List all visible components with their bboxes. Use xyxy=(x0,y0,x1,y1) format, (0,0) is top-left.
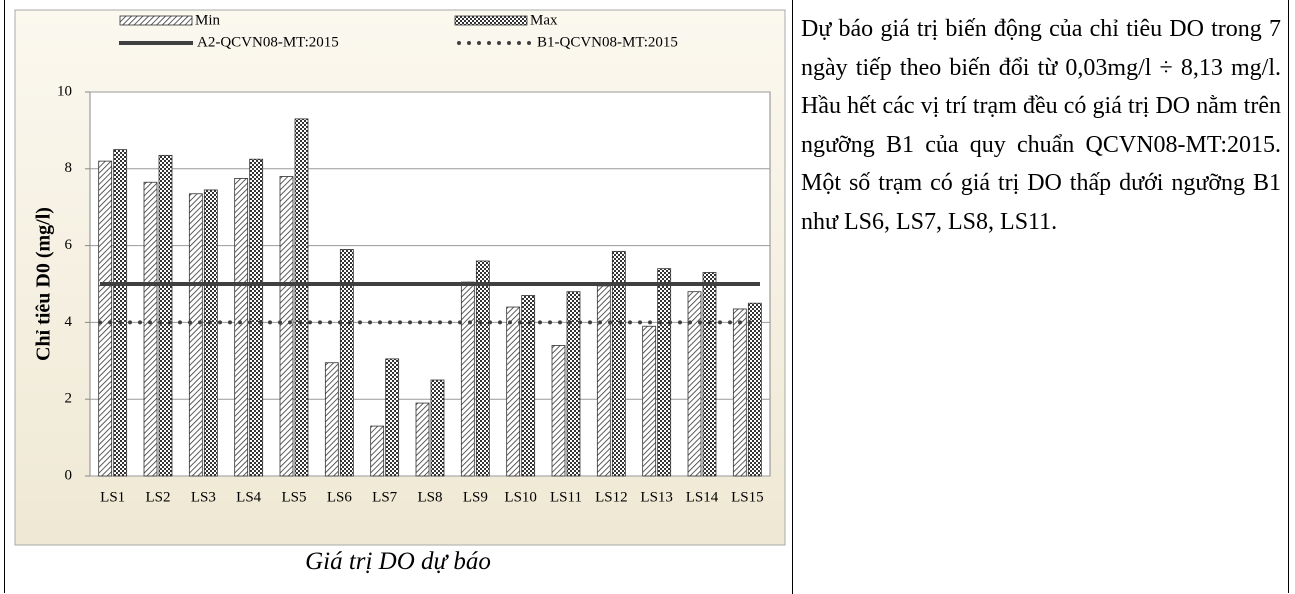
x-tick-label: LS5 xyxy=(281,489,306,505)
x-tick-label: LS12 xyxy=(595,489,628,505)
bar xyxy=(687,291,702,477)
legend-label: Max xyxy=(530,12,558,28)
x-tick-label: LS3 xyxy=(191,489,216,505)
chart: Chỉ tiêu D0 (mg/l) 0 2 4 6 8 10 LS1 LS2 LS3 LS4 LS… xyxy=(14,9,786,546)
bar xyxy=(460,281,475,477)
bar xyxy=(249,158,264,477)
bar xyxy=(188,193,203,477)
paragraph: Dự báo giá trị biến động của chỉ tiêu DO… xyxy=(801,16,1281,235)
y-tick-label: 0 xyxy=(65,467,73,483)
y-tick-label: 8 xyxy=(65,160,73,176)
bar xyxy=(98,160,113,477)
bar xyxy=(339,249,354,477)
bar xyxy=(113,149,128,477)
bar xyxy=(203,189,218,477)
y-tick-label: 4 xyxy=(65,314,73,330)
legend-label: B1-QCVN08-MT:2015 xyxy=(537,34,678,50)
caption: Giá trị DO dự báo xyxy=(305,548,491,575)
bar xyxy=(279,176,294,477)
bar xyxy=(566,291,581,477)
bar xyxy=(551,345,566,477)
x-tick-label: LS15 xyxy=(731,489,764,505)
bar xyxy=(158,154,173,477)
bar xyxy=(370,425,385,477)
x-tick-label: LS13 xyxy=(640,489,673,505)
cell-divider xyxy=(792,0,793,594)
bar xyxy=(385,358,400,477)
x-tick-label: LS9 xyxy=(463,489,488,505)
bar xyxy=(611,250,626,477)
bar xyxy=(732,308,747,477)
x-tick-label: LS4 xyxy=(236,489,262,505)
bar xyxy=(234,177,249,477)
bar xyxy=(596,285,611,477)
x-tick-label: LS11 xyxy=(550,489,582,505)
bar xyxy=(143,181,158,477)
bar xyxy=(294,118,309,477)
bar xyxy=(415,402,430,477)
bar xyxy=(642,325,657,477)
x-tick-label: LS6 xyxy=(327,489,353,505)
x-tick-label: LS14 xyxy=(686,489,719,505)
x-tick-label: LS1 xyxy=(100,489,125,505)
bar xyxy=(475,260,490,477)
x-tick-label: LS8 xyxy=(417,489,442,505)
bar xyxy=(324,362,339,477)
table-frame xyxy=(4,0,1289,593)
legend-label: A2-QCVN08-MT:2015 xyxy=(197,34,339,50)
y-tick-label: 10 xyxy=(57,83,72,99)
x-tick-label: LS2 xyxy=(145,489,170,505)
legend-swatch xyxy=(454,15,528,26)
y-axis-label: Chỉ tiêu D0 (mg/l) xyxy=(33,207,55,361)
x-tick-label: LS7 xyxy=(372,489,398,505)
y-tick-label: 2 xyxy=(65,391,73,407)
legend-swatch xyxy=(119,15,193,26)
x-tick-label: LS10 xyxy=(504,489,537,505)
bar xyxy=(702,272,717,477)
bar xyxy=(506,306,521,477)
y-tick-label: 6 xyxy=(65,237,73,253)
bar xyxy=(521,295,536,477)
legend-label: Min xyxy=(195,12,221,28)
bar xyxy=(430,379,445,477)
bar xyxy=(747,302,762,477)
bar xyxy=(657,268,672,477)
